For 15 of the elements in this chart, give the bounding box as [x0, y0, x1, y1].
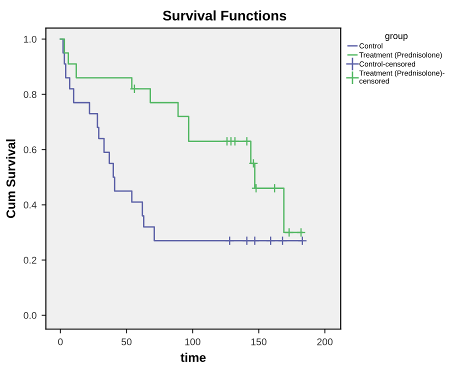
chart-title: Survival Functions — [162, 10, 286, 21]
y-tick-label: 0.2 — [24, 256, 36, 264]
x-tick-label: 0 — [58, 338, 63, 346]
y-tick-label: 0.0 — [24, 312, 36, 319]
x-tick-label: 100 — [185, 338, 200, 346]
y-tick-label: 1.0 — [24, 36, 36, 43]
y-axis-title: Cum Survival — [6, 140, 16, 218]
y-tick-label: 0.4 — [24, 202, 37, 208]
y-tick-label: 0.6 — [24, 146, 36, 154]
x-tick-label: 50 — [122, 338, 132, 346]
x-tick-label: 200 — [317, 338, 333, 346]
legend-title: group — [385, 34, 408, 41]
x-axis-title: time — [180, 352, 206, 362]
y-tick-label: 0.8 — [24, 91, 36, 98]
x-tick-label: 150 — [251, 338, 266, 346]
